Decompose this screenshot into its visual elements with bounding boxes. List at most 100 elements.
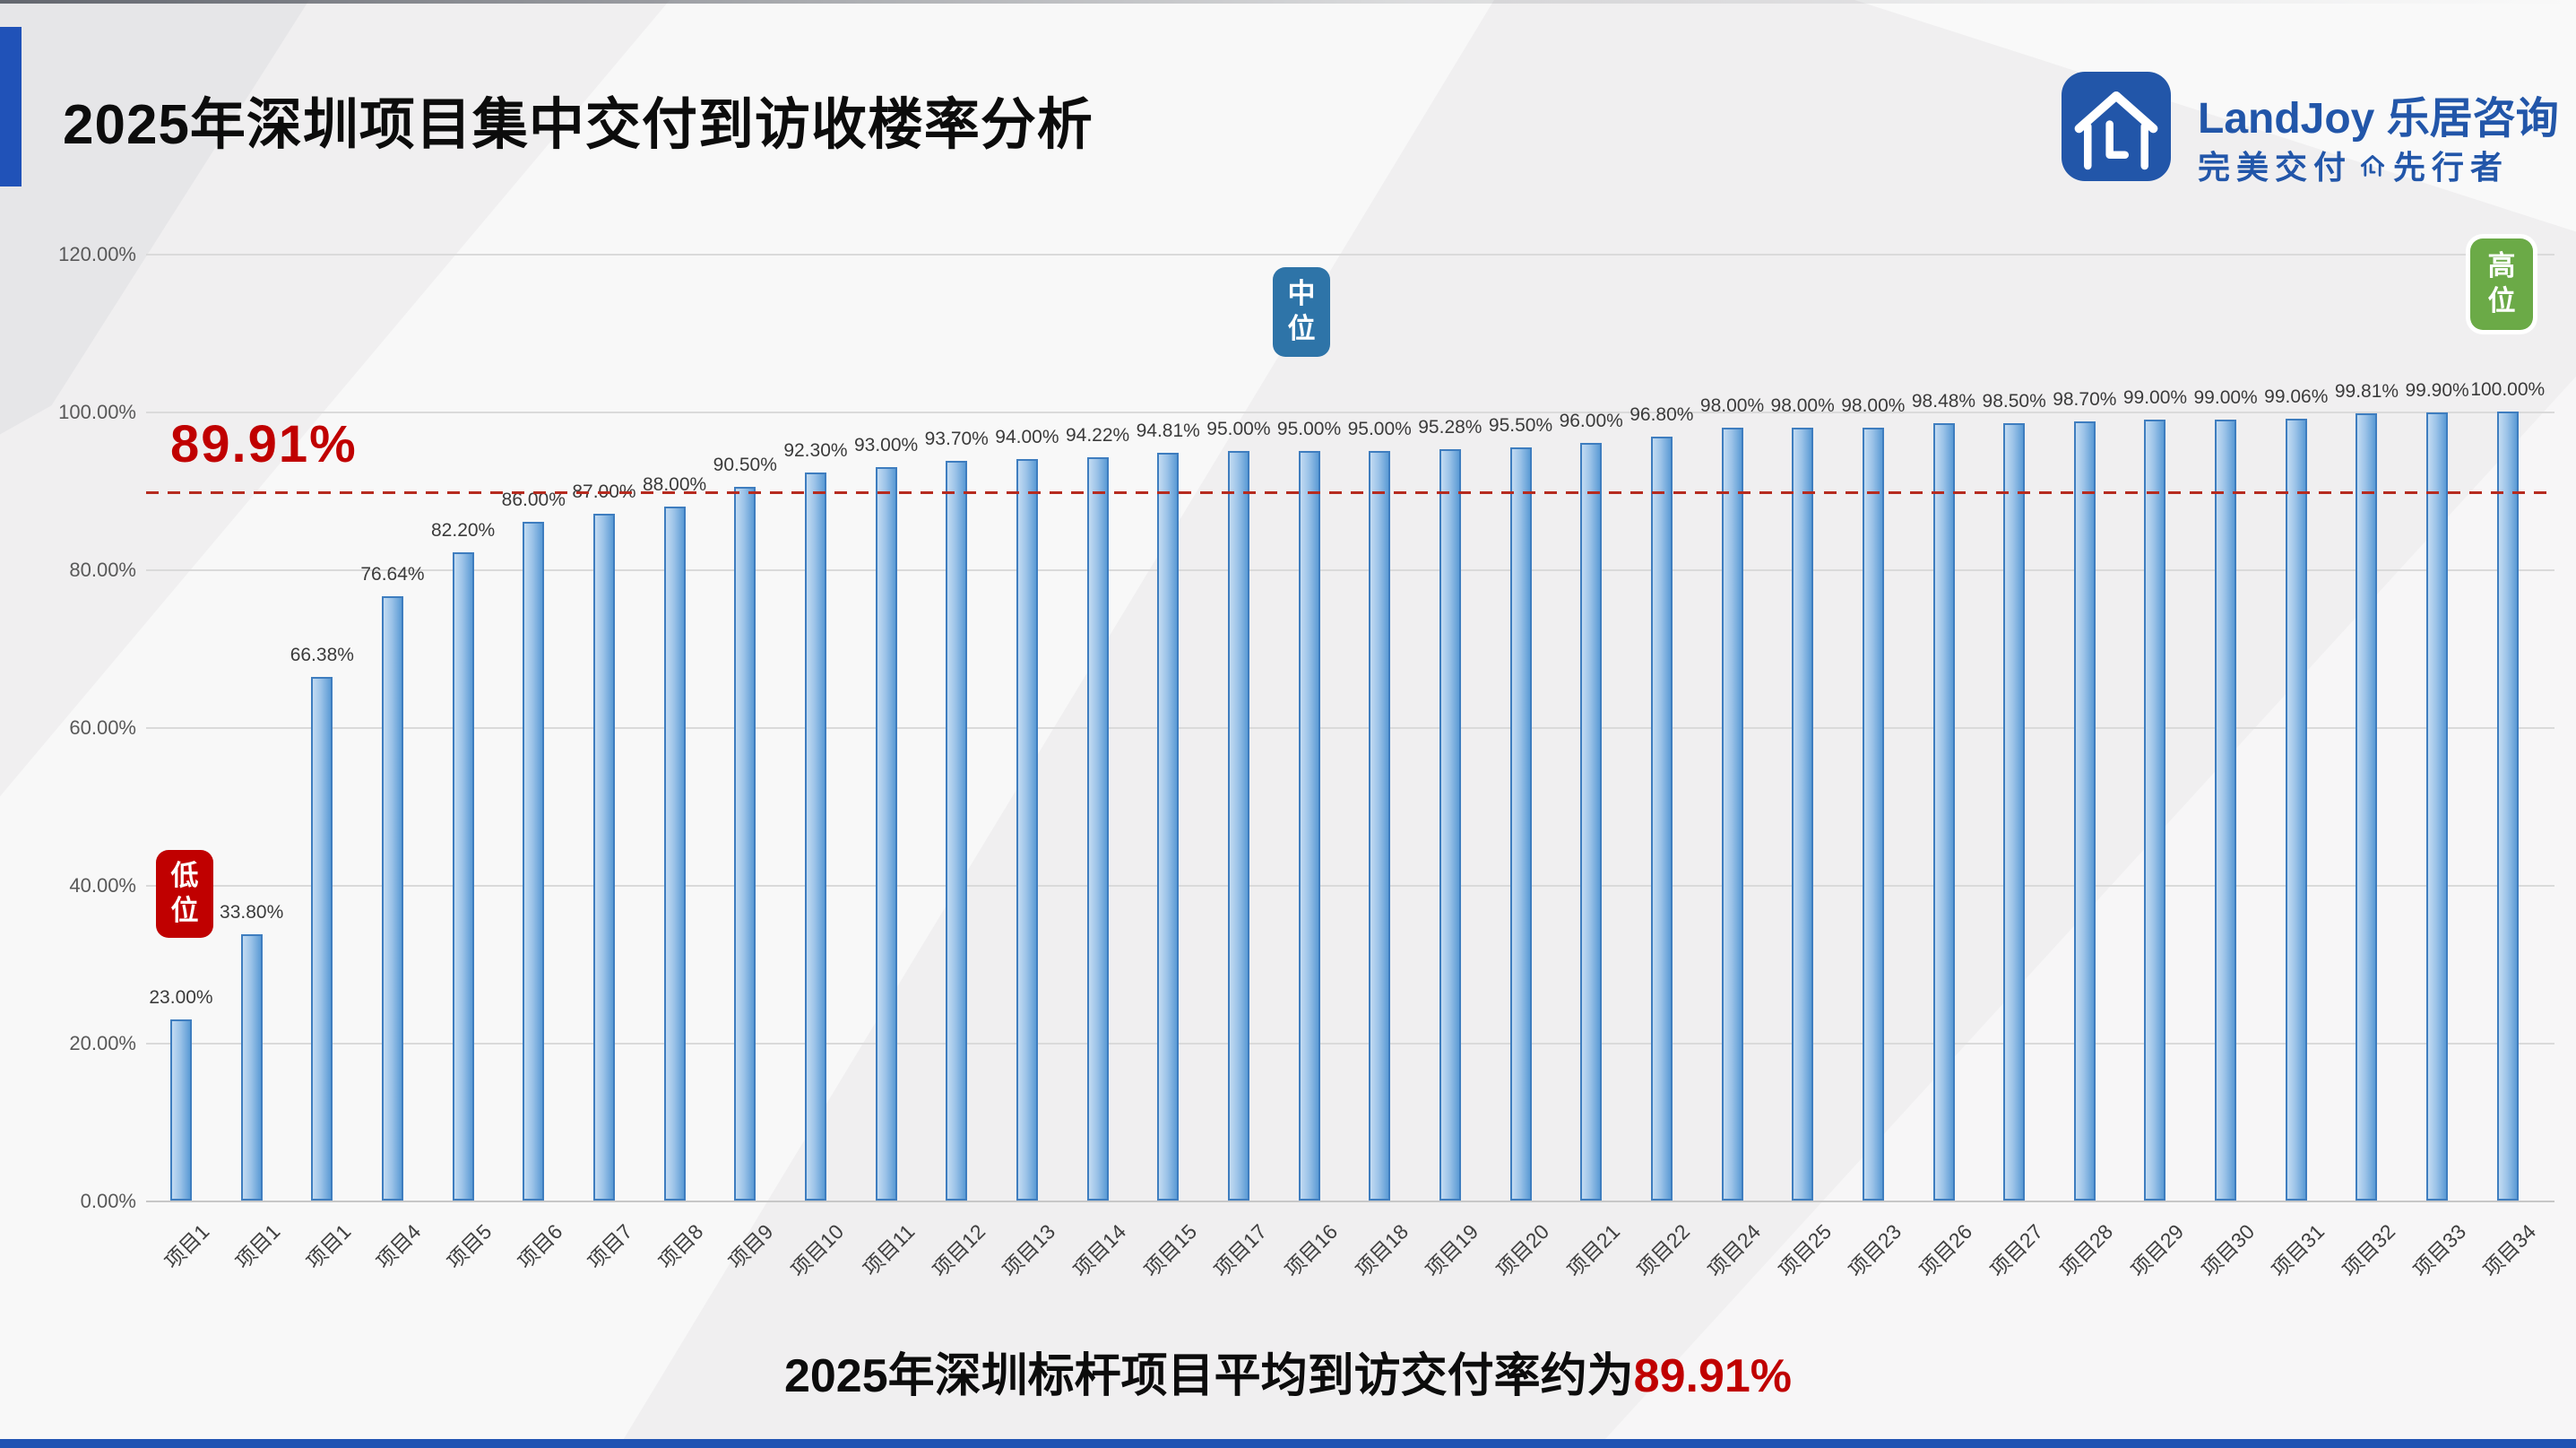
x-axis-label: 项目26 [1915,1219,1977,1282]
bar [1862,427,1884,1201]
title-accent-bar [0,27,22,186]
x-axis-label: 项目8 [653,1219,708,1274]
gridline [146,412,2554,413]
gridline [146,885,2554,887]
bar [663,506,686,1201]
bar [311,676,333,1201]
bar [381,595,403,1201]
bar [1157,452,1180,1201]
x-axis-label: 项目13 [998,1219,1060,1282]
bar [1439,448,1461,1201]
caption-highlight-value: 89.91% [1633,1350,1793,1402]
bar-value-label: 86.00% [501,490,566,511]
x-axis-label: 项目9 [723,1219,778,1274]
bar [1369,451,1391,1201]
y-axis-label: 100.00% [58,401,136,423]
bar [170,1019,192,1201]
brand-tagline: 完美交付 先行者 [2198,142,2509,188]
bar [1721,427,1743,1201]
bar-value-label: 94.81% [1136,420,1200,441]
gridline [146,569,2554,571]
bar [1932,423,1955,1201]
x-axis-label: 项目10 [786,1219,849,1282]
x-axis-line [146,1201,2554,1202]
high-badge-label: 高位 [2487,250,2516,316]
bar [734,486,756,1201]
gridline [146,727,2554,729]
bar [1580,443,1603,1201]
bar-value-label: 92.30% [783,439,848,461]
bar [2356,412,2378,1201]
x-axis-label: 项目20 [1491,1219,1554,1282]
x-axis-label: 项目27 [1984,1219,2047,1282]
x-axis-label: 项目15 [1138,1219,1201,1282]
x-axis-label: 项目7 [583,1219,637,1274]
x-axis-label: 项目33 [2407,1219,2470,1282]
y-axis-label: 80.00% [69,559,136,581]
summary-caption: 2025年深圳标杆项目平均到访交付率约为89.91% [0,1338,2576,1405]
bar-value-label: 96.00% [1559,411,1623,432]
y-axis-label: 120.00% [58,243,136,265]
bar [2215,419,2237,1201]
bar [804,472,826,1201]
y-axis-label: 20.00% [69,1032,136,1054]
tagline-right: 先行者 [2393,149,2510,186]
bar [2073,421,2096,1201]
bar-value-label: 94.00% [995,426,1059,447]
x-axis-label: 项目1 [160,1219,214,1274]
bar [592,514,615,1201]
bar [2426,412,2449,1201]
x-axis-label: 项目19 [1421,1219,1483,1282]
bar-value-label: 76.64% [360,563,425,585]
bar [523,522,545,1201]
low-position-badge: 低位 [156,850,213,938]
bar-value-label: 98.48% [1911,391,1976,412]
x-axis-label: 项目16 [1280,1219,1343,1282]
bar-value-label: 33.80% [220,901,284,923]
x-axis-label: 项目31 [2267,1219,2330,1282]
gridline [146,254,2554,256]
x-axis-label: 项目24 [1703,1219,1766,1282]
caption-text: 2025年深圳标杆项目平均到访交付率约为 [783,1350,1634,1402]
y-axis-label: 0.00% [80,1190,136,1212]
x-axis-label: 项目30 [2196,1219,2259,1282]
bar-value-label: 66.38% [290,644,354,665]
bar [1792,427,1814,1201]
bar-value-label: 93.70% [924,429,989,450]
x-axis-label: 项目12 [927,1219,990,1282]
bar [1016,458,1038,1201]
high-position-badge: 高位 [2470,238,2533,330]
bar-value-label: 95.00% [1347,419,1412,439]
bottom-accent-bar [0,1439,2576,1448]
brand-name: LandJoy 乐居咨询 [2198,95,2559,143]
bar-value-label: 82.20% [431,519,496,541]
bar [2144,419,2166,1201]
bar-value-label: 98.00% [1770,395,1835,416]
x-axis-label: 项目6 [512,1219,566,1274]
bar-value-label: 93.00% [853,434,919,455]
bar [1086,456,1109,1201]
bar-value-label: 95.50% [1488,414,1553,436]
x-axis-label: 项目1 [230,1219,285,1274]
bar-value-label: 23.00% [149,986,213,1008]
bar [2285,419,2307,1201]
x-axis-label: 项目11 [858,1219,920,1281]
median-badge-label: 中位 [1287,278,1316,344]
bar-value-label: 99.90% [2405,379,2469,401]
bar-value-label: 99.81% [2334,380,2399,402]
bar-value-label: 98.70% [2053,389,2117,411]
bar [2003,423,2026,1201]
x-axis-label: 项目18 [1350,1219,1413,1282]
bar [1298,451,1320,1201]
bar-value-label: 95.00% [1206,419,1271,439]
low-badge-label: 低位 [170,860,199,926]
small-house-icon [2360,154,2385,177]
bar-value-label: 88.00% [642,473,707,495]
bar-value-label: 98.00% [1699,395,1765,416]
bar [1509,447,1532,1201]
bar-value-label: 100.00% [2470,379,2546,400]
x-axis-label: 项目34 [2478,1219,2541,1282]
x-axis-label: 项目32 [2338,1219,2400,1282]
bar [2496,412,2519,1201]
gridline [146,1043,2554,1045]
